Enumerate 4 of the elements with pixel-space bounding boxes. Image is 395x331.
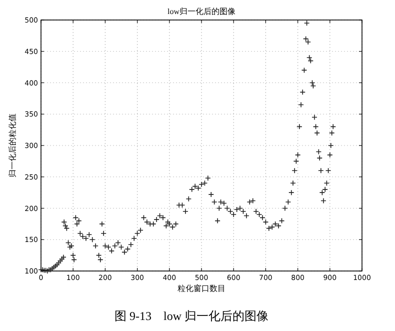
caption: 图 9-13 low 归一化后的图像	[114, 309, 268, 323]
x-axis-title: 粒化窗口数目	[178, 284, 226, 293]
y-axis-title: 归一化后的粒化值	[8, 114, 17, 178]
chart-title: low归一化后的图像	[168, 7, 236, 16]
